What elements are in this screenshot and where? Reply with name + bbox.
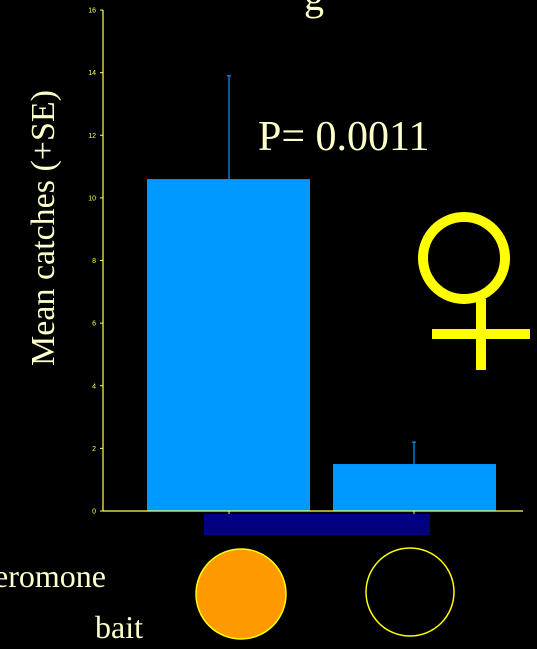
y-tick-label: 2 <box>92 446 96 453</box>
y-tick-label: 14 <box>88 70 96 77</box>
y-axis-ticks: 0 2 4 6 8 10 12 14 16 <box>88 8 103 516</box>
p-value-annotation: P= 0.0011 <box>258 114 430 160</box>
y-tick-label: 10 <box>88 195 96 202</box>
bars <box>147 75 496 511</box>
pheromone-bait-filled-circle-icon <box>195 548 287 640</box>
category-key-bar <box>204 514 430 535</box>
y-tick-label: 8 <box>92 258 96 265</box>
bar <box>147 179 310 511</box>
y-tick-label: 6 <box>92 321 96 328</box>
control-empty-circle-icon <box>365 547 455 637</box>
y-tick-label: 16 <box>88 8 96 15</box>
chart-title-partial: g <box>304 0 324 19</box>
y-tick-label: 4 <box>92 383 96 390</box>
bar <box>333 464 496 511</box>
y-tick-label: 0 <box>92 509 96 516</box>
category-key-text-line2: bait <box>95 609 143 645</box>
y-tick-label: 12 <box>88 133 96 140</box>
y-axis-label: Mean catches (+SE) <box>25 90 62 366</box>
category-key-text-line1: eromone <box>0 558 106 594</box>
female-symbol-icon <box>418 212 530 370</box>
